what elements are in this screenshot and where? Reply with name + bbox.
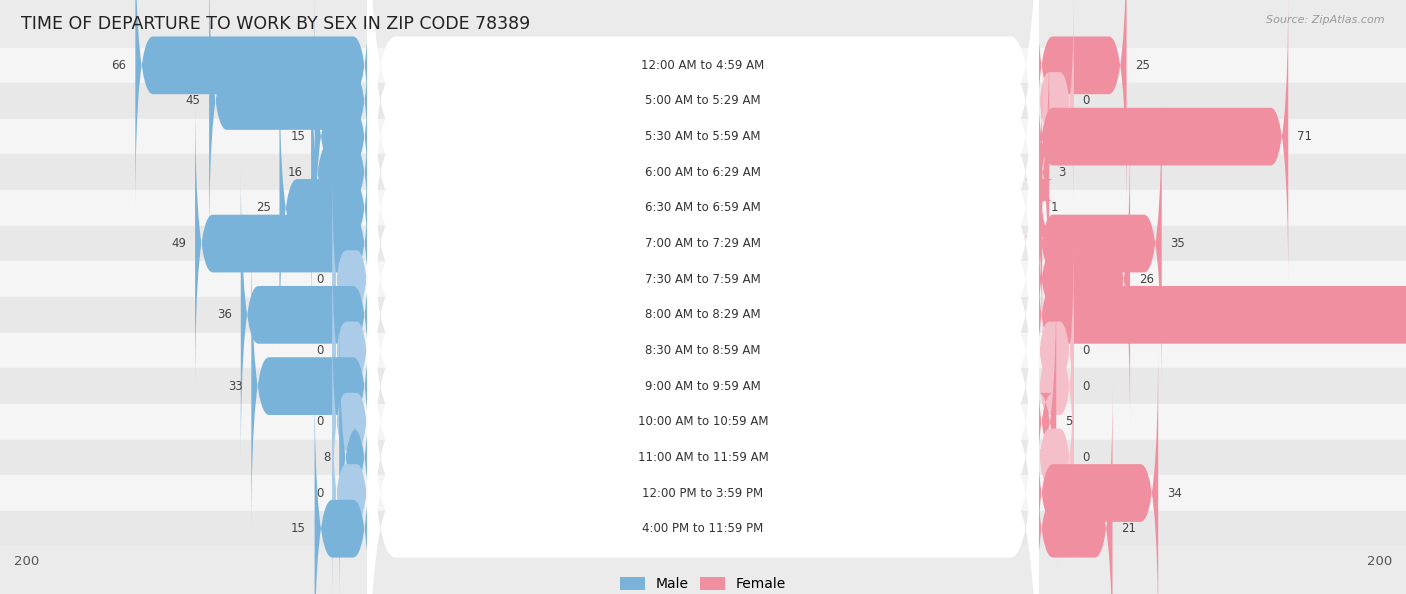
- FancyBboxPatch shape: [1035, 94, 1161, 393]
- Text: 5:00 AM to 5:29 AM: 5:00 AM to 5:29 AM: [645, 94, 761, 108]
- Text: 0: 0: [1083, 451, 1090, 464]
- Text: 0: 0: [1083, 94, 1090, 108]
- Text: 0: 0: [316, 344, 323, 357]
- Text: 5:30 AM to 5:59 AM: 5:30 AM to 5:59 AM: [645, 130, 761, 143]
- Text: 25: 25: [256, 201, 270, 214]
- FancyBboxPatch shape: [367, 0, 1039, 428]
- Legend: Male, Female: Male, Female: [614, 572, 792, 594]
- Text: 49: 49: [172, 237, 186, 250]
- FancyBboxPatch shape: [367, 201, 1039, 594]
- FancyBboxPatch shape: [339, 308, 371, 594]
- FancyBboxPatch shape: [367, 0, 1039, 393]
- FancyBboxPatch shape: [332, 166, 371, 393]
- Text: 7:00 AM to 7:29 AM: 7:00 AM to 7:29 AM: [645, 237, 761, 250]
- FancyBboxPatch shape: [367, 59, 1039, 571]
- Text: 25: 25: [1136, 59, 1150, 72]
- Text: Source: ZipAtlas.com: Source: ZipAtlas.com: [1267, 15, 1385, 25]
- Text: 15: 15: [291, 522, 307, 535]
- Text: 26: 26: [1139, 273, 1154, 286]
- FancyBboxPatch shape: [332, 308, 371, 535]
- Text: 5: 5: [1066, 415, 1073, 428]
- FancyBboxPatch shape: [367, 0, 1039, 357]
- FancyBboxPatch shape: [367, 130, 1039, 594]
- Text: 8:30 AM to 8:59 AM: 8:30 AM to 8:59 AM: [645, 344, 761, 357]
- FancyBboxPatch shape: [315, 0, 371, 286]
- FancyBboxPatch shape: [367, 94, 1039, 594]
- Text: 6:30 AM to 6:59 AM: 6:30 AM to 6:59 AM: [645, 201, 761, 214]
- Text: 200: 200: [1367, 555, 1392, 568]
- Text: 10:00 AM to 10:59 AM: 10:00 AM to 10:59 AM: [638, 415, 768, 428]
- FancyBboxPatch shape: [1035, 0, 1126, 214]
- FancyBboxPatch shape: [315, 380, 371, 594]
- Text: 66: 66: [111, 59, 127, 72]
- Text: 3: 3: [1057, 166, 1066, 179]
- Text: 9:00 AM to 9:59 AM: 9:00 AM to 9:59 AM: [645, 380, 761, 393]
- Text: 8: 8: [323, 451, 330, 464]
- Text: 21: 21: [1122, 522, 1136, 535]
- FancyBboxPatch shape: [367, 0, 1039, 321]
- FancyBboxPatch shape: [1035, 166, 1406, 464]
- Text: 1: 1: [1052, 201, 1059, 214]
- Text: 16: 16: [287, 166, 302, 179]
- Text: 35: 35: [1170, 237, 1185, 250]
- FancyBboxPatch shape: [332, 380, 371, 594]
- FancyBboxPatch shape: [367, 166, 1039, 594]
- FancyBboxPatch shape: [1035, 0, 1074, 214]
- FancyBboxPatch shape: [195, 94, 371, 393]
- FancyBboxPatch shape: [311, 23, 371, 321]
- Text: 15: 15: [291, 130, 307, 143]
- Text: 34: 34: [1167, 486, 1182, 500]
- FancyBboxPatch shape: [1035, 380, 1112, 594]
- FancyBboxPatch shape: [209, 0, 371, 250]
- FancyBboxPatch shape: [135, 0, 371, 214]
- FancyBboxPatch shape: [1035, 344, 1074, 571]
- FancyBboxPatch shape: [1035, 130, 1130, 428]
- FancyBboxPatch shape: [240, 166, 371, 464]
- Text: 4:00 PM to 11:59 PM: 4:00 PM to 11:59 PM: [643, 522, 763, 535]
- Text: 33: 33: [228, 380, 242, 393]
- FancyBboxPatch shape: [1035, 273, 1074, 500]
- Text: 0: 0: [316, 273, 323, 286]
- Text: 36: 36: [217, 308, 232, 321]
- FancyBboxPatch shape: [1032, 23, 1053, 321]
- FancyBboxPatch shape: [1035, 344, 1159, 594]
- FancyBboxPatch shape: [367, 0, 1039, 464]
- FancyBboxPatch shape: [1035, 273, 1056, 571]
- Text: 12:00 AM to 4:59 AM: 12:00 AM to 4:59 AM: [641, 59, 765, 72]
- Text: 6:00 AM to 6:29 AM: 6:00 AM to 6:29 AM: [645, 166, 761, 179]
- FancyBboxPatch shape: [1035, 0, 1288, 286]
- Text: 0: 0: [316, 486, 323, 500]
- Text: 7:30 AM to 7:59 AM: 7:30 AM to 7:59 AM: [645, 273, 761, 286]
- Text: 11:00 AM to 11:59 AM: 11:00 AM to 11:59 AM: [638, 451, 768, 464]
- Text: 0: 0: [1083, 344, 1090, 357]
- Text: 200: 200: [14, 555, 39, 568]
- FancyBboxPatch shape: [332, 237, 371, 464]
- Text: 71: 71: [1296, 130, 1312, 143]
- FancyBboxPatch shape: [367, 273, 1039, 594]
- FancyBboxPatch shape: [367, 237, 1039, 594]
- Text: 8:00 AM to 8:29 AM: 8:00 AM to 8:29 AM: [645, 308, 761, 321]
- FancyBboxPatch shape: [367, 23, 1039, 535]
- FancyBboxPatch shape: [280, 59, 371, 357]
- FancyBboxPatch shape: [1035, 237, 1074, 464]
- Text: 45: 45: [186, 94, 200, 108]
- Text: 0: 0: [1083, 380, 1090, 393]
- Text: 0: 0: [316, 415, 323, 428]
- Text: TIME OF DEPARTURE TO WORK BY SEX IN ZIP CODE 78389: TIME OF DEPARTURE TO WORK BY SEX IN ZIP …: [21, 15, 530, 33]
- FancyBboxPatch shape: [1025, 59, 1053, 357]
- Text: 12:00 PM to 3:59 PM: 12:00 PM to 3:59 PM: [643, 486, 763, 500]
- FancyBboxPatch shape: [252, 237, 371, 535]
- FancyBboxPatch shape: [367, 0, 1039, 500]
